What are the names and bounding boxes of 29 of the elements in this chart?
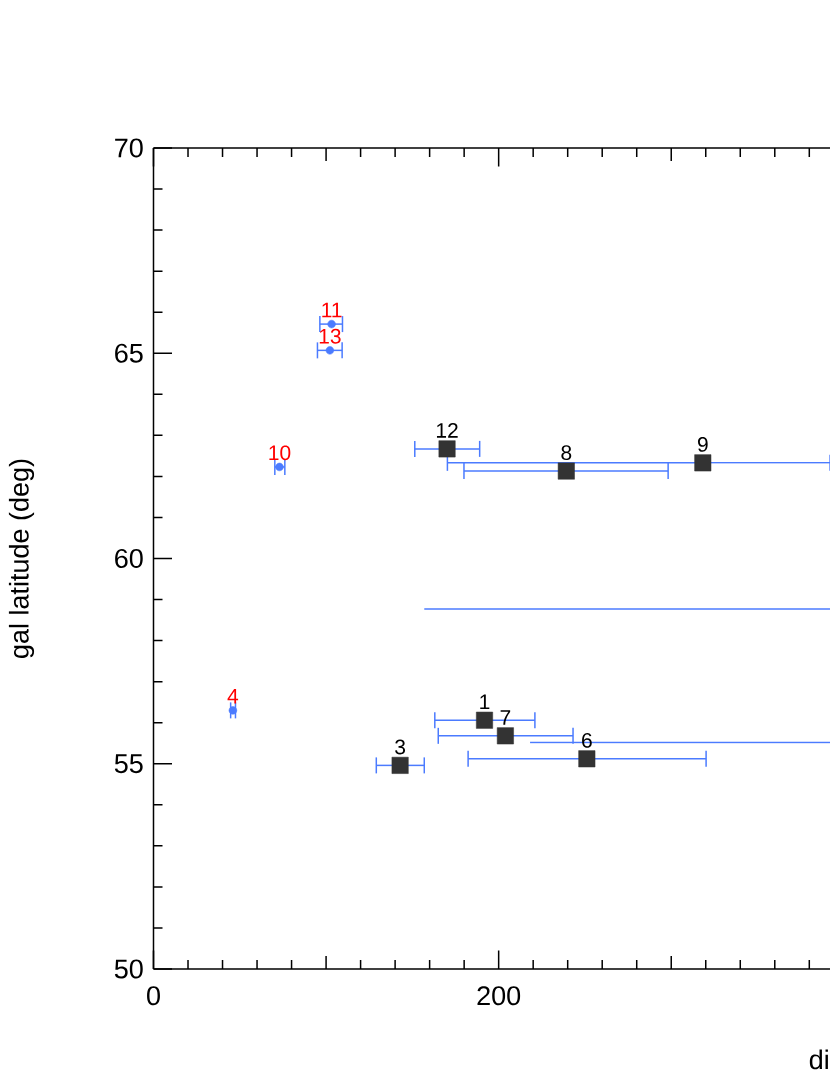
- x-tick-label: 0: [147, 986, 160, 1006]
- annotation: 1: [480, 694, 490, 710]
- point: [578, 750, 596, 768]
- point: [327, 319, 336, 329]
- x-tick-label: 200: [477, 986, 521, 1006]
- y-tick-label: 50: [114, 959, 143, 979]
- point: [325, 346, 335, 355]
- y-tick-label: 65: [115, 343, 143, 363]
- point: [438, 440, 456, 458]
- point: [557, 462, 575, 480]
- y-tick-label: 70: [115, 138, 143, 158]
- point: [228, 706, 238, 715]
- point: [275, 462, 284, 472]
- annotation: 10: [269, 445, 291, 461]
- annotation: 9: [697, 436, 708, 452]
- y-axis-title: gal latitude (deg): [8, 459, 35, 658]
- point: [391, 756, 409, 774]
- annotation: 3: [395, 739, 406, 755]
- annotation: 13: [319, 328, 341, 344]
- point: [496, 727, 514, 745]
- y-tick-label: 60: [115, 548, 143, 569]
- x-axis-title: di: [809, 1049, 828, 1070]
- annotation: 8: [561, 445, 572, 461]
- point: [694, 454, 712, 472]
- annotation: 12: [436, 423, 458, 438]
- point: [476, 711, 493, 729]
- annotation: 11: [322, 302, 342, 318]
- annotation: 4: [227, 689, 239, 704]
- y-tick-label: 55: [114, 754, 143, 774]
